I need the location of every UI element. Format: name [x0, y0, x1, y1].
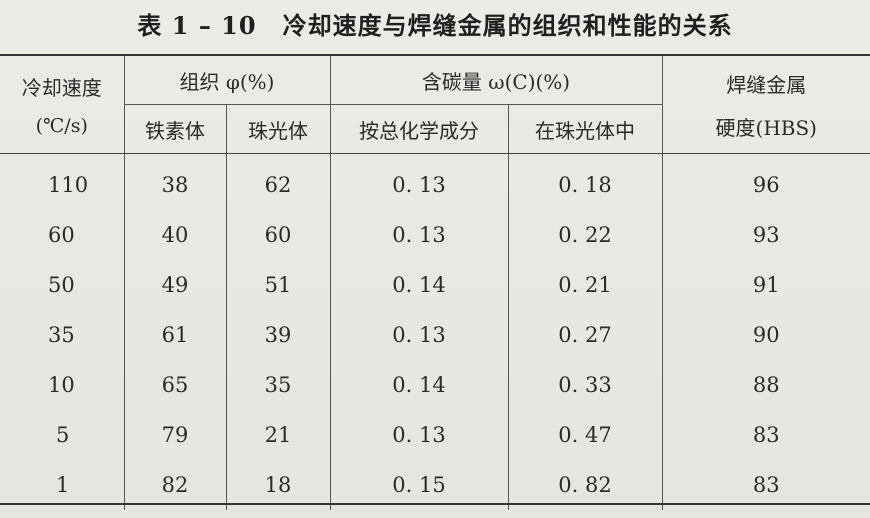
- cell-pearlite: 21: [225, 410, 331, 460]
- cell-ferrite: 82: [123, 460, 226, 510]
- cell-hardness: 83: [661, 410, 870, 460]
- cell-ferrite: 61: [123, 310, 226, 360]
- table-title: 表 1 – 10 冷却速度与焊缝金属的组织和性能的关系: [0, 6, 870, 41]
- header-ferrite: 铁素体: [123, 104, 226, 154]
- cell-hardness: 96: [661, 153, 870, 210]
- header-pearlite: 珠光体: [225, 104, 331, 154]
- table-row: 1 82 18 0. 15 0. 82 83: [0, 460, 870, 510]
- cell-carbon-pearlite: 0. 33: [507, 360, 663, 410]
- cell-carbon-pearlite: 0. 47: [507, 410, 663, 460]
- cell-carbon-pearlite: 0. 18: [507, 153, 663, 210]
- header-carbon-total: 按总化学成分: [329, 104, 509, 154]
- cell-speed: 5: [56, 423, 70, 447]
- cell-hardness: 83: [661, 460, 870, 510]
- cell-carbon-total: 0. 13: [329, 410, 509, 460]
- cell-ferrite: 65: [123, 360, 226, 410]
- cell-pearlite: 39: [225, 310, 331, 360]
- cell-pearlite: 18: [225, 460, 331, 510]
- header-cooling-speed-label: 冷却速度: [21, 76, 102, 100]
- cell-speed: 1: [56, 473, 70, 497]
- table-bottom-rule: [0, 503, 870, 505]
- cell-pearlite: 62: [225, 153, 331, 210]
- header-hardness-label: 焊缝金属: [726, 72, 807, 97]
- cell-speed: 60: [48, 223, 75, 247]
- data-table: 冷却速度 (℃/s) 组织 φ(%) 含碳量 ω(C)(%) 焊缝金属 硬度(H…: [0, 56, 870, 510]
- table-row: 50 49 51 0. 14 0. 21 91: [0, 260, 870, 310]
- table-row: 110 38 62 0. 13 0. 18 96: [0, 153, 870, 210]
- header-structure: 组织 φ(%): [123, 56, 331, 105]
- table-caption: 冷却速度与焊缝金属的组织和性能的关系: [282, 11, 733, 40]
- cell-speed: 35: [48, 323, 75, 347]
- cell-pearlite: 35: [225, 360, 331, 410]
- cell-carbon-pearlite: 0. 21: [507, 260, 663, 310]
- header-hardness-unit: 硬度(HBS): [715, 115, 817, 140]
- cell-hardness: 90: [661, 310, 870, 360]
- cell-carbon-pearlite: 0. 22: [507, 210, 663, 260]
- table-row: 10 65 35 0. 14 0. 33 88: [0, 360, 870, 410]
- cell-hardness: 91: [661, 260, 870, 310]
- header-carbon-pearlite: 在珠光体中: [507, 104, 663, 154]
- cell-speed: 10: [48, 373, 75, 397]
- cell-speed: 110: [48, 173, 89, 197]
- header-hardness: 焊缝金属 硬度(HBS): [661, 56, 870, 154]
- cell-ferrite: 79: [123, 410, 226, 460]
- table-number: 表 1 – 10: [137, 11, 257, 40]
- cell-pearlite: 51: [225, 260, 331, 310]
- cell-hardness: 93: [661, 210, 870, 260]
- cell-ferrite: 40: [123, 210, 226, 260]
- cell-hardness: 88: [661, 360, 870, 410]
- cell-carbon-total: 0. 14: [329, 260, 509, 310]
- cell-ferrite: 49: [123, 260, 226, 310]
- header-cooling-speed: 冷却速度 (℃/s): [0, 56, 124, 154]
- cell-carbon-pearlite: 0. 27: [507, 310, 663, 360]
- header-cooling-speed-unit: (℃/s): [35, 115, 88, 137]
- cell-speed: 50: [48, 273, 75, 297]
- cell-pearlite: 60: [225, 210, 331, 260]
- cell-carbon-total: 0. 13: [329, 153, 509, 210]
- table-row: 5 79 21 0. 13 0. 47 83: [0, 410, 870, 460]
- cell-carbon-pearlite: 0. 82: [507, 460, 663, 510]
- cell-carbon-total: 0. 13: [329, 310, 509, 360]
- cell-carbon-total: 0. 13: [329, 210, 509, 260]
- cell-ferrite: 38: [123, 153, 226, 210]
- table-top-rule: [0, 54, 870, 56]
- table-row: 60 40 60 0. 13 0. 22 93: [0, 210, 870, 260]
- cell-carbon-total: 0. 15: [329, 460, 509, 510]
- header-carbon: 含碳量 ω(C)(%): [329, 56, 663, 105]
- cell-carbon-total: 0. 14: [329, 360, 509, 410]
- table-row: 35 61 39 0. 13 0. 27 90: [0, 310, 870, 360]
